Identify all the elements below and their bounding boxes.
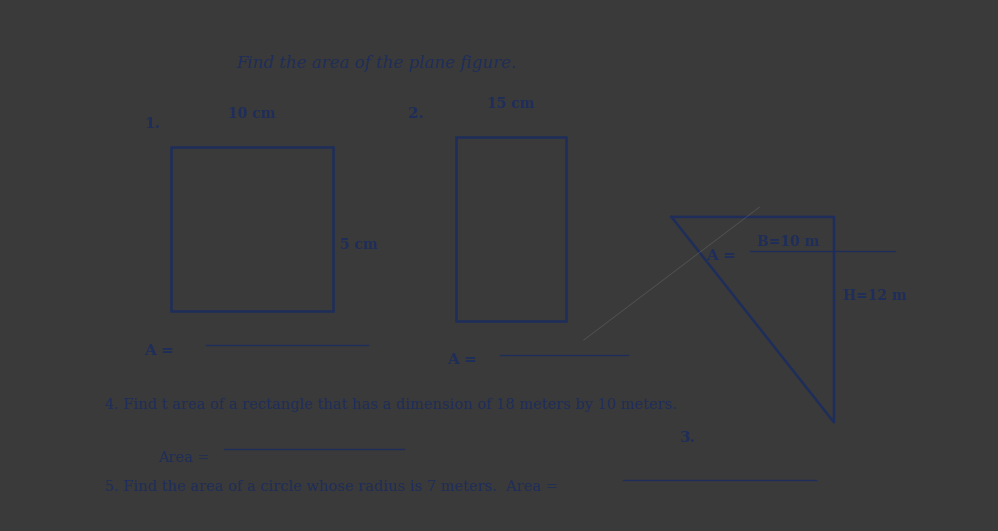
Text: 2.: 2. bbox=[408, 107, 424, 121]
Text: Area =: Area = bbox=[158, 451, 210, 465]
Text: B=10 m: B=10 m bbox=[756, 235, 819, 249]
Text: A =: A = bbox=[707, 250, 737, 263]
Text: A =: A = bbox=[447, 353, 477, 367]
Text: A =: A = bbox=[145, 344, 175, 358]
Bar bbox=[456, 137, 566, 321]
Text: 5. Find the area of a circle whose radius is 7 meters.  Area =: 5. Find the area of a circle whose radiu… bbox=[105, 480, 558, 494]
Text: Find the area of the plane figure.: Find the area of the plane figure. bbox=[237, 55, 517, 72]
Bar bbox=[171, 147, 333, 311]
Text: 1.: 1. bbox=[145, 116, 161, 131]
Text: 10 cm: 10 cm bbox=[229, 107, 275, 121]
Text: 4. Find t area of a rectangle that has a dimension of 18 meters by 10 meters.: 4. Find t area of a rectangle that has a… bbox=[105, 398, 677, 412]
Text: 15 cm: 15 cm bbox=[487, 97, 535, 111]
Text: H=12 m: H=12 m bbox=[842, 289, 906, 303]
Text: 3.: 3. bbox=[681, 431, 697, 444]
Text: 5 cm: 5 cm bbox=[340, 238, 378, 252]
